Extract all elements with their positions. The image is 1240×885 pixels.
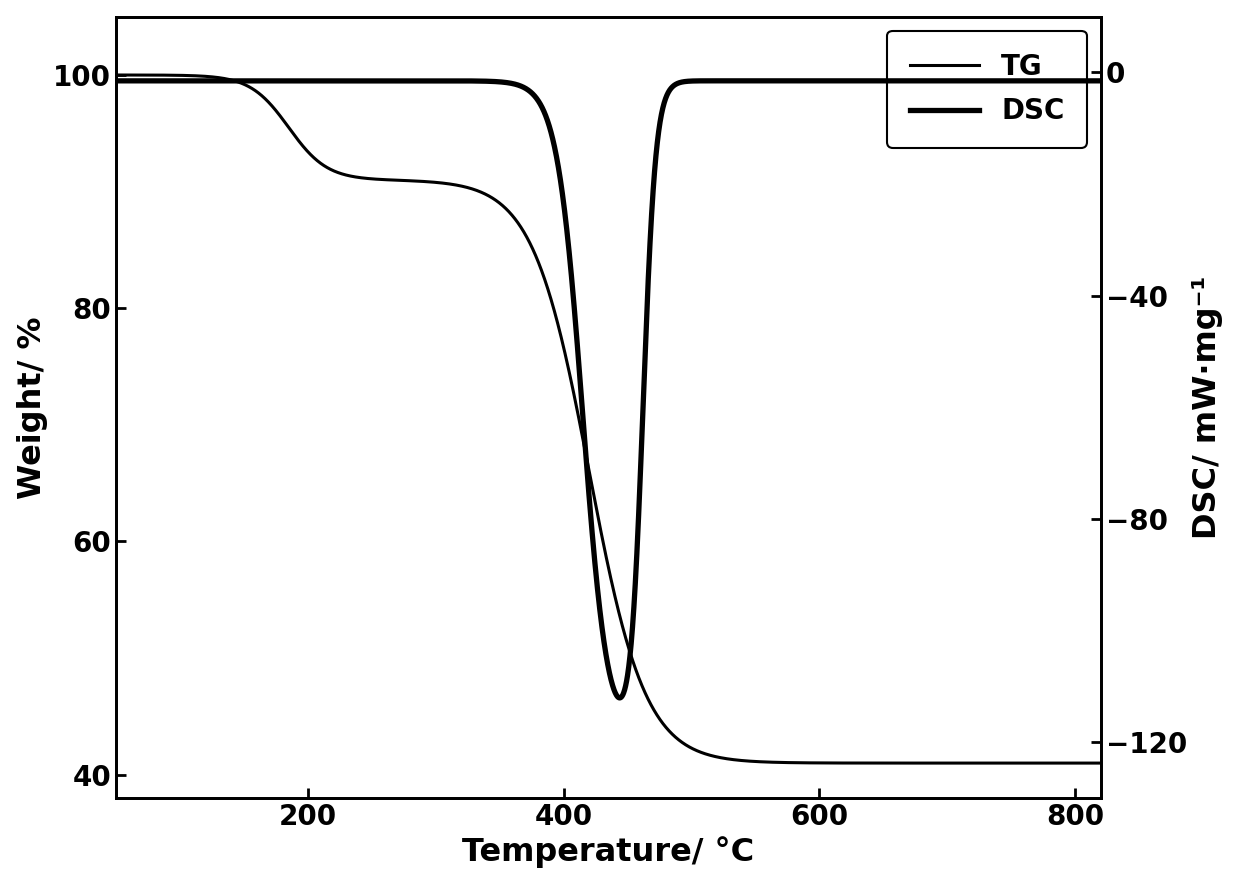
DSC: [613, 693, 627, 704]
TG: [918, 758, 932, 768]
Legend: TG, DSC: TG, DSC: [888, 31, 1086, 148]
DSC: [1094, 75, 1109, 86]
Line: TG: TG: [117, 75, 1101, 763]
DSC: [485, 76, 500, 87]
Line: DSC: DSC: [117, 81, 1101, 698]
X-axis label: Temperature/ °C: Temperature/ °C: [463, 836, 754, 868]
DSC: [288, 75, 303, 86]
TG: [109, 70, 124, 81]
Y-axis label: DSC/ mW·mg⁻¹: DSC/ mW·mg⁻¹: [1193, 276, 1224, 539]
DSC: [749, 75, 764, 86]
TG: [1094, 758, 1109, 768]
DSC: [843, 75, 858, 86]
DSC: [704, 75, 719, 86]
TG: [485, 193, 500, 204]
DSC: [919, 75, 934, 86]
TG: [843, 758, 858, 768]
TG: [699, 749, 714, 759]
DSC: [699, 75, 714, 86]
TG: [749, 757, 764, 767]
DSC: [109, 75, 124, 86]
TG: [288, 131, 303, 142]
Y-axis label: Weight/ %: Weight/ %: [16, 316, 47, 498]
